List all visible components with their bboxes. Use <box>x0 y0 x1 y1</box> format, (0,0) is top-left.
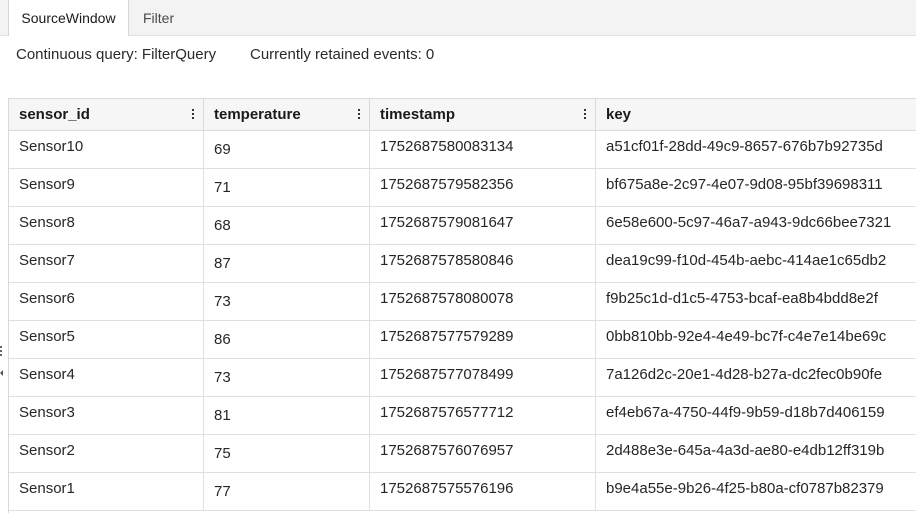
cell-sensor-id: Sensor7 <box>9 245 204 282</box>
table-row[interactable]: Sensor10 69 1752687580083134 a51cf01f-28dd-… <box>9 131 916 169</box>
kebab-menu-icon[interactable] <box>355 99 363 130</box>
cell-key: bf675a8e-2c97-4e07-9d08-95bf39698311 <box>606 176 883 193</box>
grid-header: sensor_id temperature timestamp key <box>9 99 916 131</box>
cell-key: 0bb810bb-92e4-4e49-bc7f-c4e7e14be69c <box>606 328 887 345</box>
column-header-label: key <box>606 106 632 123</box>
kebab-menu-icon[interactable] <box>581 99 589 130</box>
cell-temperature: 73 <box>204 283 370 320</box>
tab-bar: SourceWindow Filter <box>0 0 916 36</box>
cell-temperature: 71 <box>204 169 370 206</box>
cell-sensor-id: Sensor10 <box>9 131 204 168</box>
cell-timestamp: 1752687578080078 <box>370 283 596 320</box>
column-header-key[interactable]: key <box>596 99 916 130</box>
cell-sensor-id: Sensor2 <box>9 435 204 472</box>
table-row[interactable]: Sensor6 73 1752687578080078 f9b25c1d-d1c5-4… <box>9 283 916 321</box>
cell-sensor-id: Sensor8 <box>9 207 204 244</box>
cell-timestamp: 1752687578580846 <box>370 245 596 282</box>
cell-timestamp: 1752687579081647 <box>370 207 596 244</box>
cell-key: 6e58e600-5c97-46a7-a943-9dc66bee7321 <box>606 214 892 231</box>
cell-temperature: 75 <box>204 435 370 472</box>
cell-sensor-id: Sensor5 <box>9 321 204 358</box>
table-row[interactable]: Sensor4 73 1752687577078499 7a126d2c-20e1-4… <box>9 359 916 397</box>
cell-timestamp: 1752687576076957 <box>370 435 596 472</box>
table-row[interactable]: Sensor7 87 1752687578580846 dea19c99-f10d-4… <box>9 245 916 283</box>
table-row[interactable]: Sensor2 75 1752687576076957 2d488e3e-645a-4… <box>9 435 916 473</box>
cell-temperature: 69 <box>204 131 370 168</box>
cell-sensor-id: Sensor1 <box>9 473 204 510</box>
cell-timestamp: 1752687577078499 <box>370 359 596 396</box>
table-row[interactable]: Sensor9 71 1752687579582356 bf675a8e-2c97-4… <box>9 169 916 207</box>
kebab-menu-icon[interactable] <box>189 99 197 130</box>
cell-temperature: 68 <box>204 207 370 244</box>
cell-sensor-id: Sensor3 <box>9 397 204 434</box>
table-row[interactable]: Sensor1 77 1752687575576196 b9e4a55e-9b26-4… <box>9 473 916 511</box>
resize-handle-icon[interactable] <box>0 344 6 384</box>
cell-temperature: 77 <box>204 473 370 510</box>
cell-temperature: 87 <box>204 245 370 282</box>
cell-timestamp: 1752687579582356 <box>370 169 596 206</box>
cell-temperature: 81 <box>204 397 370 434</box>
column-header-label: sensor_id <box>19 106 90 123</box>
table-row[interactable]: Sensor3 81 1752687576577712 ef4eb67a-4750-4… <box>9 397 916 435</box>
table-row[interactable]: Sensor5 86 1752687577579289 0bb810bb-92e4-4… <box>9 321 916 359</box>
cell-key: f9b25c1d-d1c5-4753-bcaf-ea8b4bdd8e2f <box>606 290 878 307</box>
column-header-temperature[interactable]: temperature <box>204 99 370 130</box>
cell-temperature: 86 <box>204 321 370 358</box>
cell-temperature: 73 <box>204 359 370 396</box>
column-header-timestamp[interactable]: timestamp <box>370 99 596 130</box>
table-row[interactable]: Sensor8 68 1752687579081647 6e58e600-5c97-4… <box>9 207 916 245</box>
cell-sensor-id: Sensor4 <box>9 359 204 396</box>
column-header-sensor-id[interactable]: sensor_id <box>9 99 204 130</box>
column-header-label: timestamp <box>380 106 456 123</box>
events-grid: sensor_id temperature timestamp key Sens… <box>8 98 916 513</box>
cell-timestamp: 1752687577579289 <box>370 321 596 358</box>
cell-timestamp: 1752687575576196 <box>370 473 596 510</box>
cell-key: ef4eb67a-4750-44f9-9b59-d18b7d406159 <box>606 404 885 421</box>
continuous-query-label: Continuous query: FilterQuery <box>16 46 217 63</box>
tab-sourcewindow[interactable]: SourceWindow <box>8 0 129 36</box>
tab-filter[interactable]: Filter <box>143 10 175 26</box>
cell-key: 7a126d2c-20e1-4d28-b27a-dc2fec0b90fe <box>606 366 883 383</box>
cell-timestamp: 1752687580083134 <box>370 131 596 168</box>
cell-key: dea19c99-f10d-454b-aebc-414ae1c65db2 <box>606 252 887 269</box>
cell-timestamp: 1752687576577712 <box>370 397 596 434</box>
retained-events-label: Currently retained events: 0 <box>250 46 435 63</box>
cell-sensor-id: Sensor6 <box>9 283 204 320</box>
column-header-label: temperature <box>214 106 301 123</box>
grid-body: Sensor10 69 1752687580083134 a51cf01f-28dd-… <box>9 131 916 511</box>
cell-key: a51cf01f-28dd-49c9-8657-676b7b92735d <box>606 138 883 155</box>
cell-key: b9e4a55e-9b26-4f25-b80a-cf0787b82379 <box>606 480 884 497</box>
cell-key: 2d488e3e-645a-4a3d-ae80-e4db12ff319b <box>606 442 885 459</box>
cell-sensor-id: Sensor9 <box>9 169 204 206</box>
